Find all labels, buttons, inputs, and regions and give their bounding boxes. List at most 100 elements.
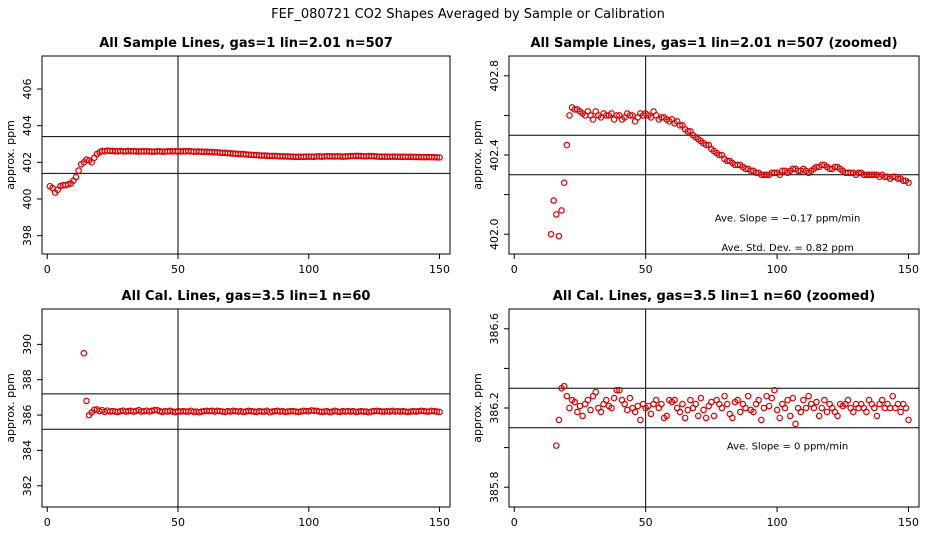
data-point xyxy=(786,412,794,420)
data-point xyxy=(433,154,441,161)
x-tick-label: 100 xyxy=(767,516,788,529)
data-point xyxy=(736,408,744,416)
data-point xyxy=(721,392,728,400)
x-tick-label: 100 xyxy=(298,516,319,529)
x-tick-label: 100 xyxy=(298,263,319,276)
data-point xyxy=(729,414,736,422)
data-point xyxy=(576,402,584,410)
annotation-text: Ave. Std. Dev. = 0.82 ppm xyxy=(721,243,853,254)
annotation-text: Ave. Slope = −0.17 ppm/min xyxy=(715,213,861,224)
data-point xyxy=(571,398,579,406)
chart-panel-2: All Sample Lines, gas=1 lin=2.01 n=507 (… xyxy=(471,36,920,276)
data-point xyxy=(80,349,88,357)
data-point xyxy=(773,406,781,414)
data-point xyxy=(889,392,897,400)
data-point xyxy=(555,232,563,240)
data-point xyxy=(849,408,857,416)
data-point xyxy=(715,151,723,159)
data-point xyxy=(897,408,904,416)
data-point xyxy=(676,408,684,416)
data-point xyxy=(613,112,621,119)
data-point xyxy=(905,416,912,424)
data-point xyxy=(758,416,765,424)
y-axis-label: approx. ppm xyxy=(4,373,17,443)
x-tick-label: 150 xyxy=(429,263,450,276)
y-axis-label: approx. ppm xyxy=(471,373,484,443)
y-axis-label: approx. ppm xyxy=(471,120,484,190)
data-point xyxy=(637,416,644,424)
data-point xyxy=(700,406,707,414)
data-point xyxy=(834,412,841,420)
x-tick-label: 0 xyxy=(44,263,51,276)
data-point xyxy=(613,386,621,394)
data-point xyxy=(805,392,812,400)
chart-panel-4: All Cal. Lines, gas=3.5 lin=1 n=60 (zoom… xyxy=(471,289,920,529)
data-point xyxy=(560,382,568,390)
data-point xyxy=(818,404,826,412)
y-tick-label: 385.8 xyxy=(488,471,501,503)
data-points xyxy=(553,382,912,449)
data-points xyxy=(46,147,443,196)
data-point xyxy=(589,116,597,123)
data-point xyxy=(631,408,639,416)
data-point xyxy=(687,396,694,404)
data-point xyxy=(597,408,605,416)
data-point xyxy=(800,396,807,404)
data-point xyxy=(579,412,586,420)
data-point xyxy=(558,207,565,214)
data-point xyxy=(433,408,441,415)
data-point xyxy=(574,408,581,416)
data-point xyxy=(742,404,749,412)
data-point xyxy=(718,404,726,412)
data-point xyxy=(760,404,768,412)
y-tick-label: 400 xyxy=(21,189,34,210)
y-tick-label: 382 xyxy=(21,475,34,496)
y-tick-label: 404 xyxy=(21,115,34,136)
data-point xyxy=(813,398,820,406)
data-point xyxy=(621,400,628,408)
data-points xyxy=(547,104,912,240)
x-tick-label: 0 xyxy=(44,516,51,529)
x-tick-label: 150 xyxy=(429,516,450,529)
data-point xyxy=(652,396,660,404)
data-point xyxy=(863,408,870,416)
data-point xyxy=(587,406,594,414)
data-point xyxy=(647,410,655,418)
data-point xyxy=(563,141,571,149)
data-point xyxy=(784,396,791,404)
data-point xyxy=(555,416,563,424)
data-point xyxy=(626,112,634,119)
data-point xyxy=(723,400,731,408)
data-point xyxy=(734,396,741,404)
main-title: FEF_080721 CO2 Shapes Averaged by Sample… xyxy=(271,7,665,22)
data-point xyxy=(681,414,689,422)
data-point xyxy=(584,396,592,404)
y-tick-label: 386.6 xyxy=(488,313,501,345)
y-tick-label: 386.2 xyxy=(488,392,501,424)
data-point xyxy=(702,414,710,422)
data-point xyxy=(658,400,665,408)
data-point xyxy=(616,386,623,394)
data-point xyxy=(873,412,881,420)
data-point xyxy=(692,400,699,408)
data-point xyxy=(676,122,684,129)
data-point xyxy=(550,197,557,204)
y-tick-label: 398 xyxy=(21,225,34,246)
data-point xyxy=(878,396,886,404)
y-tick-label: 402.0 xyxy=(488,218,501,250)
data-point xyxy=(553,211,560,218)
data-point xyxy=(83,397,90,405)
data-point xyxy=(755,396,762,404)
data-point xyxy=(902,404,910,412)
data-point xyxy=(771,386,778,394)
data-point xyxy=(710,412,718,420)
plot-frame xyxy=(508,308,920,508)
data-point xyxy=(708,398,715,406)
data-point xyxy=(679,400,686,408)
data-point xyxy=(75,167,82,174)
data-point xyxy=(823,408,831,416)
data-point xyxy=(792,420,799,428)
data-point xyxy=(810,404,818,412)
data-point xyxy=(844,396,852,404)
